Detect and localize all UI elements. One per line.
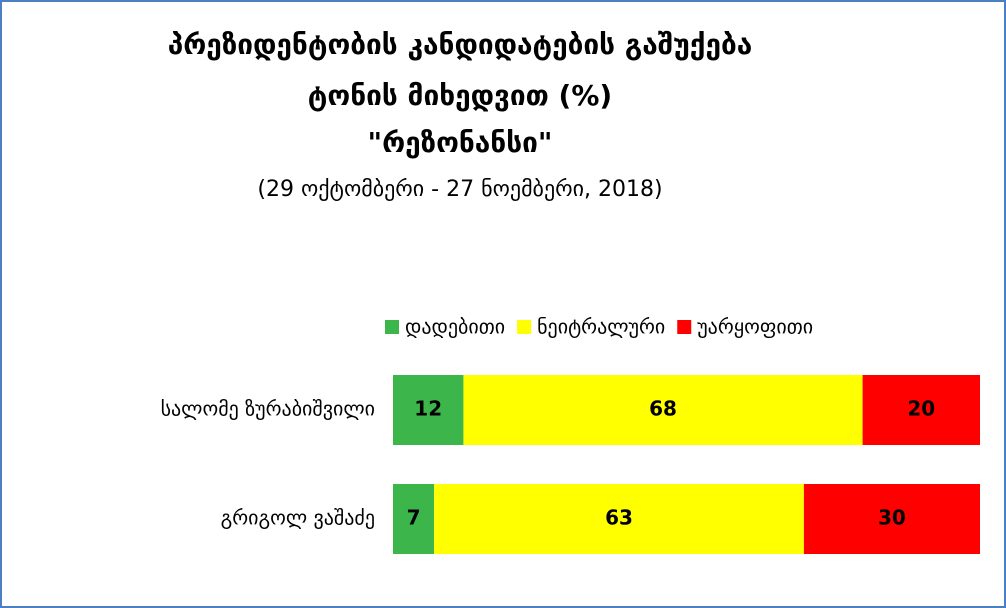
chart-title: ტონის მიხედვით (%): [308, 79, 612, 112]
bar-segment: [434, 484, 804, 554]
data-label: 7: [407, 506, 421, 530]
data-label: 12: [414, 397, 442, 421]
bar-segment: [393, 484, 435, 554]
chart-title: პრეზიდენტობის კანდიდატების გაშუქება: [168, 28, 753, 61]
data-label: 63: [605, 506, 633, 530]
data-label: 68: [649, 397, 677, 421]
legend-swatch: [517, 320, 532, 334]
data-label: 20: [907, 397, 935, 421]
bar-segment: [463, 375, 863, 445]
legend-label: დადებითი: [405, 315, 505, 339]
category-label: გრიგოლ ვაშაძე: [221, 506, 375, 530]
legend-swatch: [385, 320, 399, 334]
legend-swatch: [677, 320, 692, 334]
legend-label: ნეიტრალური: [537, 315, 665, 339]
category-label: სალომე ზურაბიშვილი: [161, 397, 375, 421]
data-label: 30: [878, 506, 906, 530]
legend-label: უარყოფითი: [697, 315, 813, 339]
bar-segment: [803, 484, 980, 554]
bar-segment: [393, 375, 464, 445]
bar-segment: [862, 375, 980, 445]
chart-title: "რეზონანსი": [367, 126, 552, 159]
chart-subtitle: (29 ოქტომბერი - 27 ნოემბერი, 2018): [257, 177, 662, 202]
